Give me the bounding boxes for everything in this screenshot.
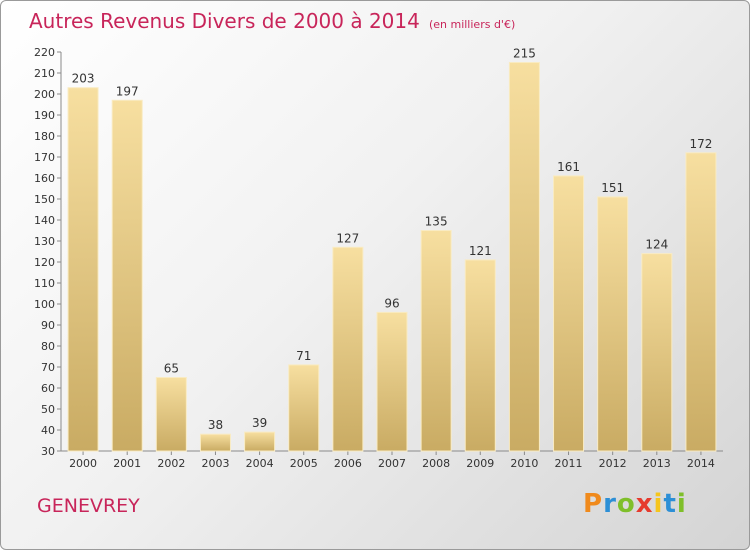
value-label: 127 [336,231,359,245]
y-tick-label: 80 [41,340,55,353]
y-tick-label: 150 [34,193,55,206]
x-tick-label: 2008 [422,457,450,470]
x-tick-label: 2003 [201,457,229,470]
y-tick-label: 50 [41,403,55,416]
commune-name: GENEVREY [37,495,140,517]
bar [464,259,496,452]
bar [244,431,276,452]
logo-letter: i [676,489,687,519]
y-tick-label: 210 [34,67,55,80]
y-tick-label: 110 [34,277,55,290]
x-tick-label: 2010 [510,457,538,470]
bar [641,253,673,452]
bar [111,99,143,452]
x-tick-label: 2001 [113,457,141,470]
y-tick-label: 140 [34,214,55,227]
title-unit: (en milliers d'€) [428,18,516,31]
value-labels: 203 197 65 38 39 71 127 96 135 121 215 161 151 124 172 [72,47,713,433]
y-tick-label: 190 [34,109,55,122]
title-main: Autres Revenus Divers de 2000 à 2014 [29,9,420,33]
y-tick-label: 40 [41,424,55,437]
y-tick-label: 60 [41,382,55,395]
x-tick-label: 2009 [466,457,494,470]
chart-title: Autres Revenus Divers de 2000 à 2014 (en… [29,9,515,33]
x-tick-label: 2012 [599,457,627,470]
proxiti-logo: Proxiti [583,489,687,519]
bar [376,311,408,452]
bar [199,433,231,452]
value-label: 215 [513,47,536,61]
bar [420,230,452,452]
bar [67,87,99,452]
logo-letter: o [616,489,636,519]
logo-letter: r [603,489,617,519]
y-tick-label: 90 [41,319,55,332]
value-label: 38 [208,418,223,432]
y-tick-label: 180 [34,130,55,143]
x-tick-label: 2000 [69,457,97,470]
y-tick-label: 170 [34,151,55,164]
y-tick-label: 130 [34,235,55,248]
x-tick-label: 2007 [378,457,406,470]
bar [597,196,629,452]
value-label: 172 [689,137,712,151]
x-tick-label: 2004 [246,457,274,470]
logo-letter: t [663,489,677,519]
bars [67,62,717,452]
value-label: 151 [601,181,624,195]
x-tick-label: 2005 [290,457,318,470]
value-label: 203 [72,72,95,86]
value-label: 135 [425,215,448,229]
y-tick-label: 160 [34,172,55,185]
bar [508,62,540,452]
x-tick-label: 2006 [334,457,362,470]
value-label: 124 [645,238,668,252]
bar [553,175,585,452]
y-tick-label: 220 [34,46,55,59]
y-tick-label: 120 [34,256,55,269]
y-tick-label: 100 [34,298,55,311]
logo-letter: x [635,489,654,519]
bar [332,246,364,452]
x-tick-label: 2011 [555,457,583,470]
y-tick-label: 30 [41,445,55,458]
x-tick-label: 2013 [643,457,671,470]
x-tick-label: 2002 [157,457,185,470]
bar [155,377,187,452]
y-tick-label: 70 [41,361,55,374]
value-label: 197 [116,84,139,98]
bar [288,364,320,452]
y-tick-label: 200 [34,88,55,101]
value-label: 71 [296,349,311,363]
axes: 30 40 50 60 70 80 90 100 110 120 130 140 150 160 170 18… [34,46,723,470]
value-label: 96 [384,296,399,310]
value-label: 39 [252,416,267,430]
logo-letter: i [653,489,664,519]
value-label: 65 [164,362,179,376]
x-tick-label: 2014 [687,457,715,470]
value-label: 121 [469,244,492,258]
logo-letter: P [583,489,604,519]
value-label: 161 [557,160,580,174]
bar [685,152,717,452]
